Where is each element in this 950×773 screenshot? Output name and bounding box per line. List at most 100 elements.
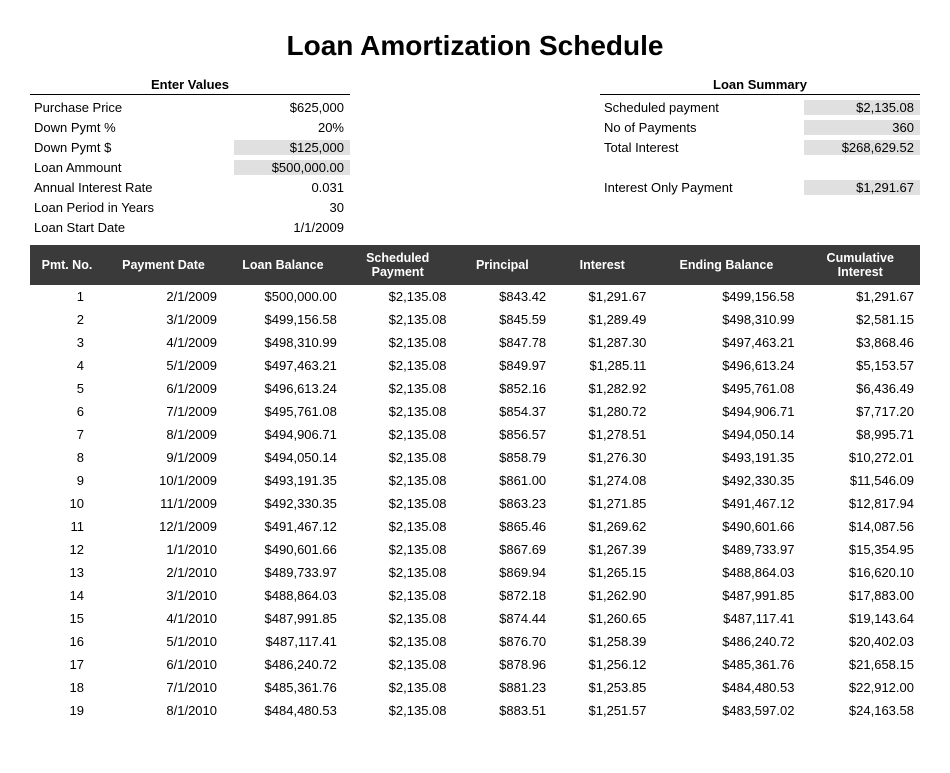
table-cell: $1,260.65 [552,607,652,630]
kv-value: 20% [234,120,350,135]
table-cell: 10 [30,492,104,515]
page-title: Loan Amortization Schedule [30,30,920,62]
loan-summary-row: No of Payments360 [600,117,920,137]
table-cell: 9 [30,469,104,492]
table-cell: $494,050.14 [223,446,343,469]
table-cell: $869.94 [453,561,553,584]
table-cell: $1,256.12 [552,653,652,676]
kv-value: $268,629.52 [804,140,920,155]
table-cell: $17,883.00 [800,584,920,607]
table-cell: $849.97 [453,354,553,377]
enter-values-row: Down Pymt % 20% [30,117,350,137]
table-cell: $496,613.24 [223,377,343,400]
table-cell: $878.96 [453,653,553,676]
table-cell: $499,156.58 [223,308,343,331]
kv-label: Purchase Price [30,100,122,115]
table-cell: $1,285.11 [552,354,652,377]
table-cell: $863.23 [453,492,553,515]
table-cell: $494,906.71 [223,423,343,446]
enter-values-row: Annual Interest Rate0.031 [30,177,350,197]
table-cell: $15,354.95 [800,538,920,561]
table-cell: $2,135.08 [343,400,453,423]
table-cell: 7 [30,423,104,446]
table-cell: $485,361.76 [652,653,800,676]
table-cell: $491,467.12 [223,515,343,538]
table-cell: $1,287.30 [552,331,652,354]
table-row: 132/1/2010$489,733.97$2,135.08$869.94$1,… [30,561,920,584]
table-cell: $7,717.20 [800,400,920,423]
table-cell: $847.78 [453,331,553,354]
table-cell: 2/1/2009 [104,285,223,308]
col-header-interest: Interest [552,245,652,285]
table-cell: 7/1/2010 [104,676,223,699]
table-cell: $20,402.03 [800,630,920,653]
table-cell: $854.37 [453,400,553,423]
kv-label: Loan Ammount [30,160,121,175]
table-cell: $2,135.08 [343,354,453,377]
table-row: 89/1/2009$494,050.14$2,135.08$858.79$1,2… [30,446,920,469]
table-cell: $1,282.92 [552,377,652,400]
table-cell: $2,135.08 [343,446,453,469]
table-row: 143/1/2010$488,864.03$2,135.08$872.18$1,… [30,584,920,607]
table-row: 176/1/2010$486,240.72$2,135.08$878.96$1,… [30,653,920,676]
col-header-scheduled: Scheduled Payment [343,245,453,285]
table-cell: 5/1/2009 [104,354,223,377]
table-cell: $485,361.76 [223,676,343,699]
table-cell: $861.00 [453,469,553,492]
table-cell: $486,240.72 [652,630,800,653]
table-cell: $1,271.85 [552,492,652,515]
table-cell: $490,601.66 [652,515,800,538]
table-cell: $856.57 [453,423,553,446]
table-cell: $1,265.15 [552,561,652,584]
kv-label: Annual Interest Rate [30,180,153,195]
kv-value: $625,000 [234,100,350,115]
table-cell: $488,864.03 [652,561,800,584]
table-cell: $1,258.39 [552,630,652,653]
loan-summary-header: Loan Summary [600,77,920,95]
col-header-principal: Principal [453,245,553,285]
table-row: 78/1/2009$494,906.71$2,135.08$856.57$1,2… [30,423,920,446]
table-row: 154/1/2010$487,991.85$2,135.08$874.44$1,… [30,607,920,630]
table-cell: $488,864.03 [223,584,343,607]
table-cell: $1,276.30 [552,446,652,469]
table-cell: 4/1/2009 [104,331,223,354]
table-cell: 1/1/2010 [104,538,223,561]
table-cell: 6/1/2009 [104,377,223,400]
table-cell: $2,135.08 [343,653,453,676]
table-cell: $490,601.66 [223,538,343,561]
table-row: 12/1/2009$500,000.00$2,135.08$843.42$1,2… [30,285,920,308]
table-cell: $865.46 [453,515,553,538]
table-cell: 8/1/2009 [104,423,223,446]
table-cell: 2/1/2010 [104,561,223,584]
table-cell: 18 [30,676,104,699]
table-cell: $496,613.24 [652,354,800,377]
table-cell: $2,135.08 [343,584,453,607]
enter-values-row: Purchase Price $625,000 [30,97,350,117]
table-cell: 7/1/2009 [104,400,223,423]
table-cell: $883.51 [453,699,553,722]
table-cell: $1,274.08 [552,469,652,492]
table-cell: $2,581.15 [800,308,920,331]
table-cell: $881.23 [453,676,553,699]
table-cell: 17 [30,653,104,676]
enter-values-rows: Purchase Price$625,000Down Pymt %20%Down… [30,97,350,237]
kv-label: Total Interest [600,140,678,155]
schedule-table-head: Pmt. No. Payment Date Loan Balance Sched… [30,245,920,285]
enter-values-row: Loan Start Date1/1/2009 [30,217,350,237]
table-cell: $2,135.08 [343,676,453,699]
table-cell: 14 [30,584,104,607]
table-cell: $845.59 [453,308,553,331]
table-cell: $5,153.57 [800,354,920,377]
table-row: 56/1/2009$496,613.24$2,135.08$852.16$1,2… [30,377,920,400]
enter-values-header: Enter Values [30,77,350,95]
kv-label: Down Pymt % [30,120,116,135]
enter-values-row: Down Pymt $$125,000 [30,137,350,157]
table-cell: $2,135.08 [343,607,453,630]
table-cell: $24,163.58 [800,699,920,722]
table-row: 198/1/2010$484,480.53$2,135.08$883.51$1,… [30,699,920,722]
table-row: 23/1/2009$499,156.58$2,135.08$845.59$1,2… [30,308,920,331]
table-cell: $500,000.00 [223,285,343,308]
kv-label: Down Pymt $ [30,140,111,155]
table-cell: $2,135.08 [343,331,453,354]
kv-label: Loan Start Date [30,220,125,235]
